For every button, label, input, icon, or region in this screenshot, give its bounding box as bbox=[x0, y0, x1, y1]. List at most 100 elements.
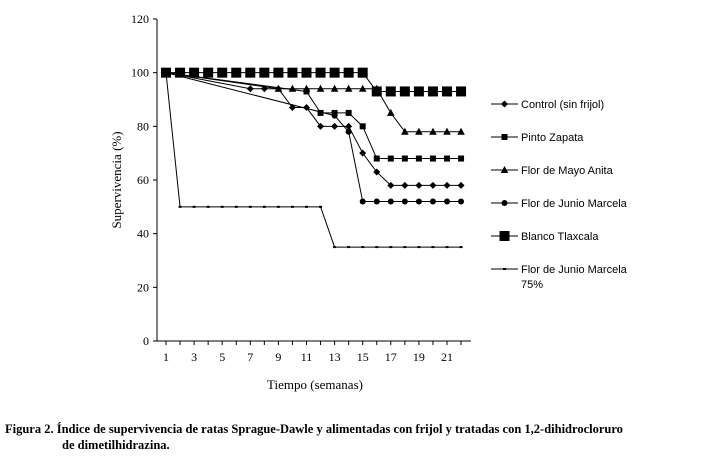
data-point bbox=[246, 85, 254, 93]
legend-label: Blanco Tlaxcala bbox=[521, 231, 599, 243]
data-point bbox=[445, 246, 449, 249]
data-point bbox=[248, 205, 252, 208]
data-point bbox=[245, 67, 256, 78]
y-tick-label: 120 bbox=[131, 12, 149, 26]
data-point bbox=[317, 109, 324, 116]
legend-label: Flor de Mayo Anita bbox=[521, 165, 614, 177]
data-point bbox=[345, 128, 352, 135]
y-tick-label: 0 bbox=[143, 334, 149, 348]
legend-label: Flor de Junio Marcela 75% bbox=[521, 264, 628, 291]
legend-item-2: Pinto Zapata bbox=[491, 132, 584, 144]
legend-item-3: Flor de Mayo Anita bbox=[491, 165, 614, 177]
series-line bbox=[165, 72, 462, 248]
data-point bbox=[317, 122, 325, 130]
data-point bbox=[206, 205, 210, 208]
x-tick-label: 5 bbox=[219, 350, 225, 364]
data-point bbox=[415, 155, 422, 162]
legend-label-line: Flor de Junio Marcela bbox=[521, 264, 628, 276]
legend-marker bbox=[499, 231, 510, 241]
data-point bbox=[413, 86, 424, 97]
data-point bbox=[401, 155, 408, 162]
data-point bbox=[373, 155, 380, 162]
data-point bbox=[429, 181, 437, 189]
chart-legend: Control (sin frijol) Pinto Zapata Flor de … bbox=[491, 99, 628, 291]
data-point bbox=[361, 246, 365, 249]
y-tick-label: 80 bbox=[137, 119, 149, 133]
data-point bbox=[401, 181, 409, 189]
y-tick-label: 20 bbox=[137, 280, 149, 294]
data-point bbox=[375, 246, 379, 249]
data-point bbox=[178, 205, 182, 208]
legend-label: Control (sin frijol) bbox=[521, 99, 604, 111]
legend-marker bbox=[501, 100, 508, 108]
data-point bbox=[345, 109, 352, 116]
data-point bbox=[458, 155, 465, 162]
y-tick-label: 40 bbox=[137, 227, 149, 241]
data-point bbox=[401, 127, 409, 135]
data-point bbox=[305, 205, 308, 208]
series-3 bbox=[162, 68, 465, 135]
data-point bbox=[401, 198, 408, 205]
data-point bbox=[319, 205, 323, 208]
legend-marker bbox=[501, 134, 508, 140]
legend-label-line: Flor de Junio Marcela bbox=[521, 198, 628, 210]
data-point bbox=[259, 67, 270, 78]
legend-item-1: Control (sin frijol) bbox=[491, 99, 604, 111]
data-point bbox=[359, 149, 367, 157]
legend-label-line: Pinto Zapata bbox=[521, 132, 584, 144]
legend-label-line: Flor de Mayo Anita bbox=[521, 165, 614, 177]
legend-item-6: Flor de Junio Marcela 75% bbox=[491, 264, 628, 291]
x-tick-label: 11 bbox=[301, 350, 313, 364]
data-point bbox=[429, 198, 436, 205]
data-point bbox=[234, 205, 238, 208]
data-point bbox=[373, 168, 381, 176]
data-point bbox=[330, 84, 339, 92]
figure-caption: Figura 2. Índice de supervivencia de rat… bbox=[5, 421, 709, 453]
series-6 bbox=[164, 71, 463, 249]
data-point bbox=[387, 155, 394, 162]
caption-line-2: de dimetilhidrazina. bbox=[62, 438, 170, 452]
data-point bbox=[427, 86, 438, 97]
series-line bbox=[166, 72, 462, 92]
x-tick-label: 7 bbox=[247, 350, 253, 364]
data-point bbox=[192, 205, 196, 208]
data-point bbox=[358, 84, 367, 92]
data-point bbox=[403, 246, 407, 249]
data-point bbox=[274, 84, 283, 92]
legend-label-line: 75% bbox=[521, 279, 543, 291]
data-point bbox=[442, 86, 452, 97]
data-point bbox=[399, 86, 410, 97]
legend-marker bbox=[500, 166, 509, 173]
data-point bbox=[262, 205, 266, 208]
data-point bbox=[444, 198, 450, 205]
data-point bbox=[273, 67, 284, 78]
legend-item-5: Blanco Tlaxcala bbox=[491, 231, 599, 243]
data-point bbox=[387, 198, 394, 205]
caption-line-1: Figura 2. Índice de supervivencia de rat… bbox=[5, 422, 623, 436]
data-point bbox=[457, 181, 465, 189]
data-point bbox=[444, 155, 450, 162]
data-point bbox=[371, 86, 382, 97]
data-point bbox=[373, 198, 380, 205]
chart-series bbox=[161, 67, 467, 249]
data-point bbox=[217, 67, 228, 78]
data-point bbox=[203, 67, 214, 78]
data-point bbox=[333, 246, 337, 249]
x-tick-label: 21 bbox=[441, 350, 453, 364]
data-point bbox=[443, 181, 451, 189]
x-tick-label: 3 bbox=[191, 350, 197, 364]
data-point bbox=[175, 67, 186, 78]
legend-label: Flor de Junio Marcela bbox=[521, 198, 628, 210]
data-point bbox=[301, 67, 312, 78]
data-point bbox=[331, 122, 339, 130]
legend-label: Pinto Zapata bbox=[521, 132, 584, 144]
legend-marker bbox=[503, 268, 506, 270]
data-point bbox=[415, 198, 422, 205]
data-point bbox=[357, 67, 368, 78]
y-tick-label: 100 bbox=[131, 66, 149, 80]
data-point bbox=[344, 84, 353, 92]
data-point bbox=[385, 86, 396, 97]
data-point bbox=[315, 67, 326, 78]
